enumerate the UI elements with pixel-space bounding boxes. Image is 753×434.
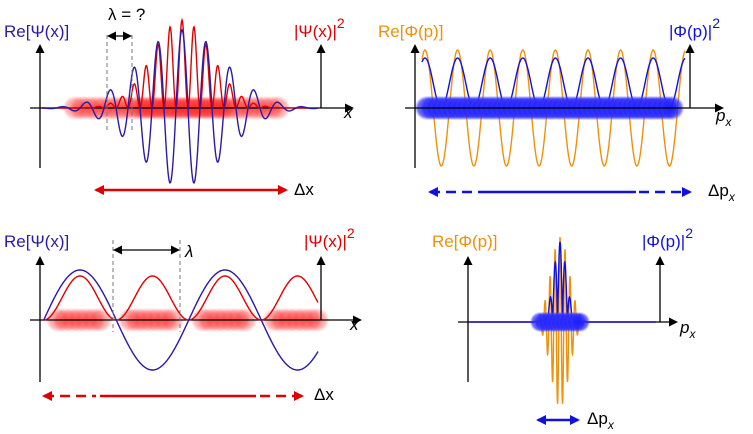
p-axis-sub: x	[724, 115, 732, 129]
p-axis-label: px	[679, 318, 696, 341]
panel-bottom-left: Re[Ψ(x)] |Ψ(x)|2 λ x Δx	[4, 225, 362, 404]
p-axis-base: p	[715, 106, 725, 125]
delta-p-sub: x	[607, 418, 615, 432]
phi-squared-base: |Φ(p)|	[642, 232, 685, 251]
phi-squared-curve	[470, 241, 656, 324]
delta-p-base: Δp	[708, 181, 729, 200]
delta-p-base: Δp	[587, 409, 608, 428]
panel-top-right: Re[Φ(p)] |Φ(p)|2 px Δpx	[378, 15, 736, 204]
psi-real-curve	[43, 269, 319, 371]
delta-x-label: Δx	[294, 180, 314, 199]
lambda-label: λ	[184, 242, 193, 261]
probability-blob	[570, 312, 590, 332]
delta-x-label: Δx	[314, 385, 334, 404]
delta-p-sub: x	[728, 190, 736, 204]
delta-p-label: Δpx	[587, 409, 615, 432]
phi-squared-label: |Φ(p)|2	[669, 15, 720, 41]
delta-p-label: Δpx	[708, 181, 736, 204]
psi-squared-base: |Ψ(x)|	[294, 22, 337, 41]
p-axis-sub: x	[688, 327, 696, 341]
x-axis-label: x	[343, 103, 353, 122]
p-axis-label: px	[715, 106, 732, 129]
phi-real-label: Re[Φ(p)]	[378, 22, 444, 41]
x-axis-label: x	[349, 315, 359, 334]
psi-real-label: Re[Ψ(x)]	[4, 232, 69, 251]
psi-squared-label: |Ψ(x)|2	[304, 225, 355, 251]
psi-real-label: Re[Ψ(x)]	[4, 22, 69, 41]
psi-real-curve	[41, 28, 319, 184]
p-axis-base: p	[679, 318, 689, 337]
psi-squared-exp: 2	[337, 15, 345, 31]
psi-squared-curve	[44, 275, 319, 321]
panel-top-left: Re[Ψ(x)] |Ψ(x)|2 λ = ? x Δx	[4, 5, 354, 199]
psi-squared-exp: 2	[347, 225, 355, 241]
lambda-question-label: λ = ?	[108, 5, 145, 24]
panel-bottom-right: Re[Φ(p)] |Φ(p)|2 px Δpx	[432, 225, 696, 432]
phi-real-label: Re[Φ(p)]	[432, 232, 498, 251]
momentum-probability-blobs	[530, 312, 590, 332]
psi-squared-label: |Ψ(x)|2	[294, 15, 345, 41]
phi-squared-base: |Φ(p)|	[669, 22, 712, 41]
phi-squared-label: |Φ(p)|2	[642, 225, 693, 251]
phi-squared-exp: 2	[685, 225, 693, 241]
psi-squared-curve	[42, 17, 318, 111]
phi-squared-exp: 2	[712, 15, 720, 31]
psi-squared-base: |Ψ(x)|	[304, 232, 347, 251]
